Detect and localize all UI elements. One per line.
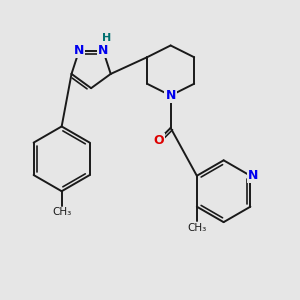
Text: H: H bbox=[102, 33, 111, 43]
Text: N: N bbox=[74, 44, 84, 57]
Text: N: N bbox=[165, 89, 176, 102]
Text: CH₃: CH₃ bbox=[52, 207, 71, 218]
Text: CH₃: CH₃ bbox=[187, 223, 206, 233]
Text: N: N bbox=[98, 44, 108, 57]
Text: O: O bbox=[153, 134, 164, 147]
Text: N: N bbox=[248, 169, 259, 182]
